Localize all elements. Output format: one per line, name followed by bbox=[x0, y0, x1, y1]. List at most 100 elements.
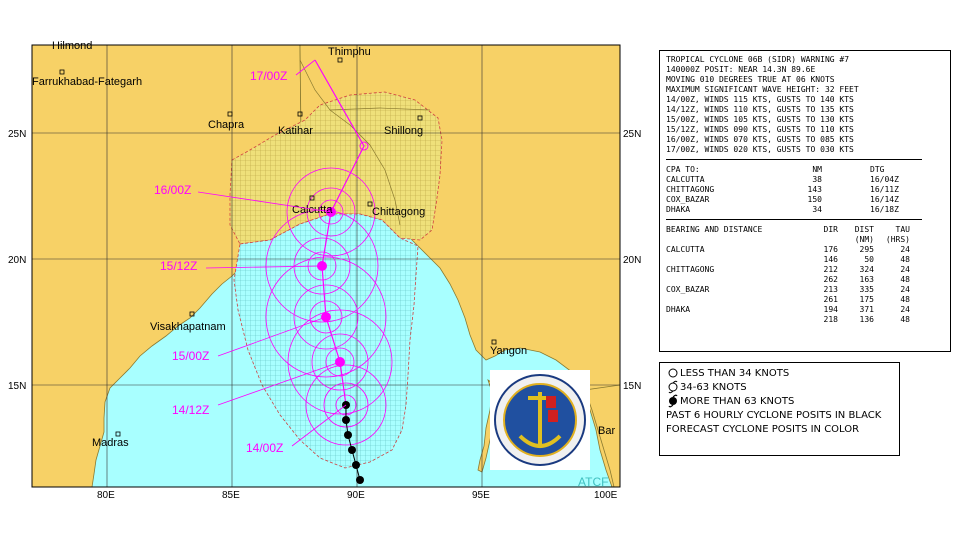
forecast-point-17-00z bbox=[359, 141, 369, 151]
bearing-dir: 261 bbox=[823, 295, 838, 304]
bearing-dist: 50 bbox=[864, 255, 874, 264]
cpa-place: CHITTAGONG bbox=[666, 185, 715, 194]
bearing-row: DHAKA 194 371 24 bbox=[666, 305, 944, 315]
bearing-dir: 212 bbox=[823, 265, 838, 274]
forecast-wind-radii bbox=[265, 167, 393, 446]
warning-line: 15/00Z, WINDS 105 KTS, GUSTS TO 130 KTS bbox=[666, 115, 854, 124]
lat-label-15n-left: 15N bbox=[8, 381, 26, 392]
lon-label-80e: 80E bbox=[97, 490, 115, 501]
filled-cyclone-icon bbox=[666, 394, 680, 408]
bearing-dist: 324 bbox=[859, 265, 874, 274]
divider bbox=[666, 219, 922, 220]
bearing-label: BEARING AND DISTANCE bbox=[666, 225, 763, 234]
warning-line: 140000Z POSIT: NEAR 14.3N 89.6E bbox=[666, 65, 816, 74]
bearing-tau: 24 bbox=[900, 285, 910, 294]
warning-line: MAXIMUM SIGNIFICANT WAVE HEIGHT: 32 FEET bbox=[666, 85, 859, 94]
forecast-label-14-00z: 14/00Z bbox=[246, 441, 283, 455]
cpa-row: CHITTAGONG 143 16/11Z bbox=[666, 185, 944, 195]
cpa-nm-header: NM bbox=[812, 165, 822, 174]
bearing-row: 262 163 48 bbox=[666, 275, 944, 285]
lon-label-95e: 95E bbox=[472, 490, 490, 501]
border-lines bbox=[299, 59, 431, 226]
bearing-dist: 371 bbox=[859, 305, 874, 314]
cpa-dtg: 16/11Z bbox=[870, 185, 899, 194]
warning-line: 14/00Z, WINDS 115 KTS, GUSTS TO 140 KTS bbox=[666, 95, 854, 104]
bearing-row: 261 175 48 bbox=[666, 295, 944, 305]
bearing-tau: 24 bbox=[900, 245, 910, 254]
bearing-place: CALCUTTA bbox=[666, 245, 705, 254]
bearing-dist-header: DIST bbox=[854, 225, 874, 234]
place-label-shillong: Shillong bbox=[384, 125, 423, 137]
bearing-dir: 262 bbox=[823, 275, 838, 284]
bearing-place: CHITTAGONG bbox=[666, 265, 715, 274]
legend-item: 34-63 KNOTS bbox=[666, 380, 893, 394]
jtwc-seal-icon bbox=[490, 370, 590, 470]
bearing-dist: 335 bbox=[859, 285, 874, 294]
bearing-tau-unit: (HRS) bbox=[885, 235, 910, 244]
cpa-row: COX_BAZAR 150 16/14Z bbox=[666, 195, 944, 205]
cpa-header-row: CPA TO: NM DTG bbox=[666, 165, 944, 175]
cpa-nm: 38 bbox=[812, 175, 822, 184]
place-label-partial-right: Bar bbox=[598, 425, 615, 437]
bearing-table: CALCUTTA 176 295 24 146 50 48 CHITTAGONG 212 324 2… bbox=[666, 245, 944, 325]
bearing-tau-header: TAU bbox=[895, 225, 910, 234]
place-label-thimphu: Thimphu bbox=[328, 46, 371, 58]
lat-label-25n-left: 25N bbox=[8, 129, 26, 140]
bearing-row: 218 136 48 bbox=[666, 315, 944, 325]
cpa-dtg: 16/14Z bbox=[870, 195, 899, 204]
legend-item: LESS THAN 34 KNOTS bbox=[666, 366, 893, 380]
bearing-place: COX_BAZAR bbox=[666, 285, 710, 294]
lon-label-90e: 90E bbox=[347, 490, 365, 501]
legend-note: FORECAST CYCLONE POSITS IN COLOR bbox=[666, 422, 893, 436]
atcf-label: ATCF bbox=[578, 475, 608, 489]
forecast-label-16-00z: 16/00Z bbox=[154, 183, 191, 197]
bearing-dir: 146 bbox=[823, 255, 838, 264]
forecast-label-17-00z: 17/00Z bbox=[250, 69, 287, 83]
legend-label: MORE THAN 63 KNOTS bbox=[680, 395, 795, 407]
map-frame bbox=[31, 44, 621, 488]
bearing-header-row: BEARING AND DISTANCE DIR DIST TAU bbox=[666, 225, 944, 235]
bearing-dist: 175 bbox=[859, 295, 874, 304]
lat-label-25n-right: 25N bbox=[623, 129, 641, 140]
bearing-dist: 136 bbox=[859, 315, 874, 324]
bearing-place bbox=[666, 275, 806, 285]
warning-line: MOVING 010 DEGREES TRUE AT 06 KNOTS bbox=[666, 75, 835, 84]
place-label-calcutta: Calcutta bbox=[292, 204, 333, 216]
divider bbox=[666, 159, 922, 160]
cpa-nm: 34 bbox=[812, 205, 822, 214]
bearing-dist: 295 bbox=[859, 245, 874, 254]
bearing-dist-unit: (NM) bbox=[854, 235, 874, 244]
lat-label-15n-right: 15N bbox=[623, 381, 641, 392]
place-label-katihar: Katihar bbox=[278, 125, 313, 137]
forecast-label-15-00z: 15/00Z bbox=[172, 349, 209, 363]
bearing-units-row: (NM) (HRS) bbox=[666, 235, 944, 245]
place-label-chittagong: Chittagong bbox=[372, 206, 425, 218]
bearing-tau: 48 bbox=[900, 295, 910, 304]
cpa-row: CALCUTTA 38 16/04Z bbox=[666, 175, 944, 185]
cpa-place: COX_BAZAR bbox=[666, 195, 710, 204]
forecast-label-14-12z: 14/12Z bbox=[172, 403, 209, 417]
bearing-dir: 213 bbox=[823, 285, 838, 294]
bearing-dist: 163 bbox=[859, 275, 874, 284]
place-label-partial-top: Hilmond bbox=[52, 40, 92, 52]
bearing-tau: 24 bbox=[900, 305, 910, 314]
place-markers bbox=[59, 57, 497, 437]
cpa-place: CALCUTTA bbox=[666, 175, 705, 184]
place-label-chapra: Chapra bbox=[208, 119, 245, 131]
cpa-place: DHAKA bbox=[666, 205, 691, 214]
legend-note: PAST 6 HOURLY CYCLONE POSITS IN BLACK bbox=[666, 408, 893, 422]
warning-line: 15/12Z, WINDS 090 KTS, GUSTS TO 110 KTS bbox=[666, 125, 854, 134]
bearing-row: 146 50 48 bbox=[666, 255, 944, 265]
legend-label: LESS THAN 34 KNOTS bbox=[680, 367, 790, 379]
bearing-place bbox=[666, 255, 806, 265]
cpa-row: DHAKA 34 16/18Z bbox=[666, 205, 944, 215]
cpa-dtg: 16/18Z bbox=[870, 205, 899, 214]
place-label-farrukhabad: Farrukhabad-Fategarh bbox=[32, 76, 142, 88]
legend-item: MORE THAN 63 KNOTS bbox=[666, 394, 893, 408]
bearing-dir: 218 bbox=[823, 315, 838, 324]
legend-panel: LESS THAN 34 KNOTS 34-63 KNOTS MORE THAN… bbox=[659, 362, 900, 456]
warning-line: TROPICAL CYCLONE 06B (SIDR) WARNING #7 bbox=[666, 55, 850, 64]
place-label-visakhapatnam: Visakhapatnam bbox=[150, 321, 226, 333]
warning-header: TROPICAL CYCLONE 06B (SIDR) WARNING #7 14… bbox=[666, 55, 944, 155]
